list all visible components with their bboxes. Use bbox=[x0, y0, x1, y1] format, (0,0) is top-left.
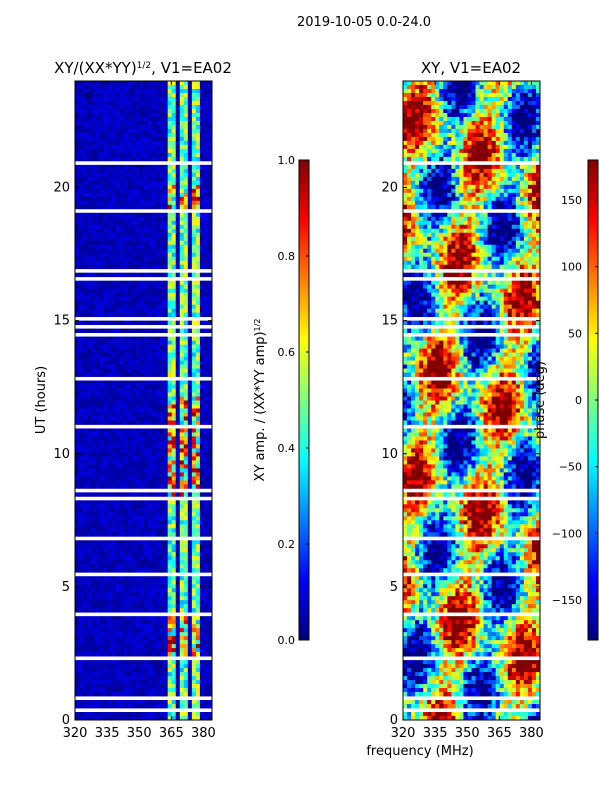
phase-plot-frame bbox=[402, 80, 541, 721]
phase-colorbar: 150 100 50 0 −50 −100 −150 phase (deg) bbox=[533, 159, 599, 641]
amplitude-colorbar-tick-label: 1.0 bbox=[278, 154, 296, 167]
phase-y-tick-label: 0 bbox=[390, 713, 398, 728]
phase-colorbar-tick-label: −50 bbox=[559, 461, 582, 474]
frequency-axis-label: frequency (MHz) bbox=[366, 744, 473, 759]
figure-suptitle: 2019-10-05 0.0-24.0 bbox=[297, 15, 431, 30]
phase-x-tick-label: 365 bbox=[487, 726, 512, 741]
amplitude-panel-title: XY/(XX*YY)1/2, V1=EA02 bbox=[54, 59, 232, 77]
amplitude-y-tick-label: 15 bbox=[53, 314, 70, 329]
phase-colorbar-tick-label: 100 bbox=[561, 261, 582, 274]
amplitude-plot-frame bbox=[74, 80, 213, 721]
phase-colorbar-tick-label: 50 bbox=[568, 327, 582, 340]
amplitude-corner-mark: 0 bbox=[86, 91, 91, 100]
phase-y-tick-label: 15 bbox=[381, 314, 398, 329]
phase-colorbar-ticks: 150 100 50 0 −50 −100 −150 bbox=[552, 194, 598, 607]
phase-colorbar-tick-label: 0 bbox=[575, 394, 582, 407]
phase-colorbar-tick-label: −100 bbox=[552, 527, 582, 540]
amplitude-y-tick-label: 10 bbox=[53, 447, 70, 462]
amplitude-colorbar: 0.0 0.2 0.4 0.6 0.8 1.0 XY amp. / (XX*YY amp)… bbox=[253, 154, 310, 647]
phase-y-tick-label: 10 bbox=[381, 447, 398, 462]
amplitude-x-tick-label: 335 bbox=[95, 726, 120, 741]
amplitude-colorbar-tick-label: 0.2 bbox=[278, 538, 296, 551]
amplitude-axes: 320 335 350 365 380 0 5 10 15 20 bbox=[53, 81, 216, 741]
amplitude-colorbar-label: XY amp. / (XX*YY amp)1/2 bbox=[253, 319, 269, 482]
phase-colorbar-tick-label: 150 bbox=[561, 194, 582, 207]
amplitude-x-tick-label: 350 bbox=[127, 726, 152, 741]
amplitude-heatmap bbox=[75, 81, 212, 720]
amplitude-colorbar-ticks: 0.0 0.2 0.4 0.6 0.8 1.0 bbox=[278, 154, 309, 647]
phase-heatmap bbox=[403, 81, 540, 720]
amplitude-y-tick-label: 0 bbox=[62, 713, 70, 728]
amplitude-colorbar-tick-label: 0.4 bbox=[278, 442, 296, 455]
phase-y-tick-label: 20 bbox=[381, 181, 398, 196]
phase-x-tick-label: 350 bbox=[455, 726, 480, 741]
phase-colorbar-label: phase (deg) bbox=[533, 361, 548, 439]
amplitude-panel: XY/(XX*YY)1/2, V1=EA02 0 320 335 350 365 380… bbox=[34, 59, 232, 741]
phase-colorbar-tick-label: −150 bbox=[552, 594, 582, 607]
phase-panel-title: XY, V1=EA02 bbox=[421, 59, 521, 77]
amplitude-y-tick-label: 5 bbox=[62, 580, 70, 595]
phase-axes: 320 335 350 365 380 0 5 10 15 20 bbox=[381, 81, 544, 741]
amplitude-x-tick-label: 320 bbox=[63, 726, 88, 741]
phase-x-tick-label: 380 bbox=[519, 726, 544, 741]
amplitude-x-tick-label: 380 bbox=[191, 726, 216, 741]
amplitude-x-tick-label: 365 bbox=[159, 726, 184, 741]
amplitude-colorbar-tick-label: 0.0 bbox=[278, 634, 296, 647]
amplitude-y-axis-label: UT (hours) bbox=[34, 366, 49, 434]
amplitude-y-tick-label: 20 bbox=[53, 181, 70, 196]
amplitude-colorbar-tick-label: 0.8 bbox=[278, 250, 296, 263]
phase-x-tick-label: 335 bbox=[423, 726, 448, 741]
phase-panel: XY, V1=EA02 320 335 350 365 380 0 5 10 15 20 freq… bbox=[366, 59, 544, 759]
amplitude-colorbar-gradient bbox=[298, 159, 310, 641]
phase-y-tick-label: 5 bbox=[390, 580, 398, 595]
amplitude-colorbar-tick-label: 0.6 bbox=[278, 346, 296, 359]
phase-x-tick-label: 320 bbox=[391, 726, 416, 741]
